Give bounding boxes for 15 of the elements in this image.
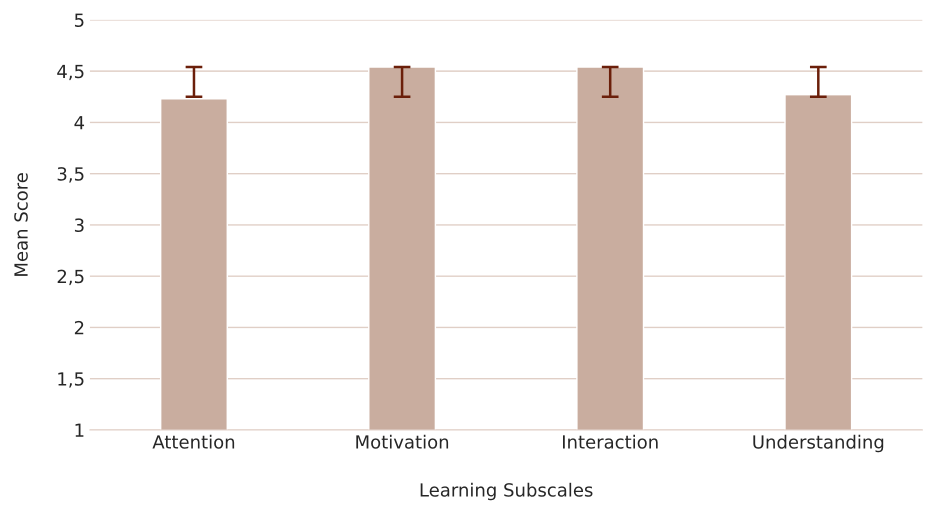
y-tick-label: 5 xyxy=(74,14,84,27)
y-tick-label: 4 xyxy=(74,116,84,130)
y-tick-label: 2,5 xyxy=(58,270,84,286)
x-tick-label: Interaction xyxy=(562,434,658,449)
x-tick-label: Understanding xyxy=(753,434,884,452)
y-tick-label: 4,5 xyxy=(57,64,84,80)
y-tick-label: 3,5 xyxy=(58,167,84,183)
y-tick-label: 2 xyxy=(74,320,84,334)
x-tick-label: Motivation xyxy=(356,434,448,449)
x-axis-title: Learning Subscales xyxy=(420,482,592,500)
y-tick-label: 3 xyxy=(74,218,84,232)
y-tick-label: 1 xyxy=(76,424,84,437)
x-tick-label: Attention xyxy=(152,434,234,449)
y-tick-label: 1,5 xyxy=(58,372,84,388)
y-axis-title: Mean Score xyxy=(14,173,28,276)
